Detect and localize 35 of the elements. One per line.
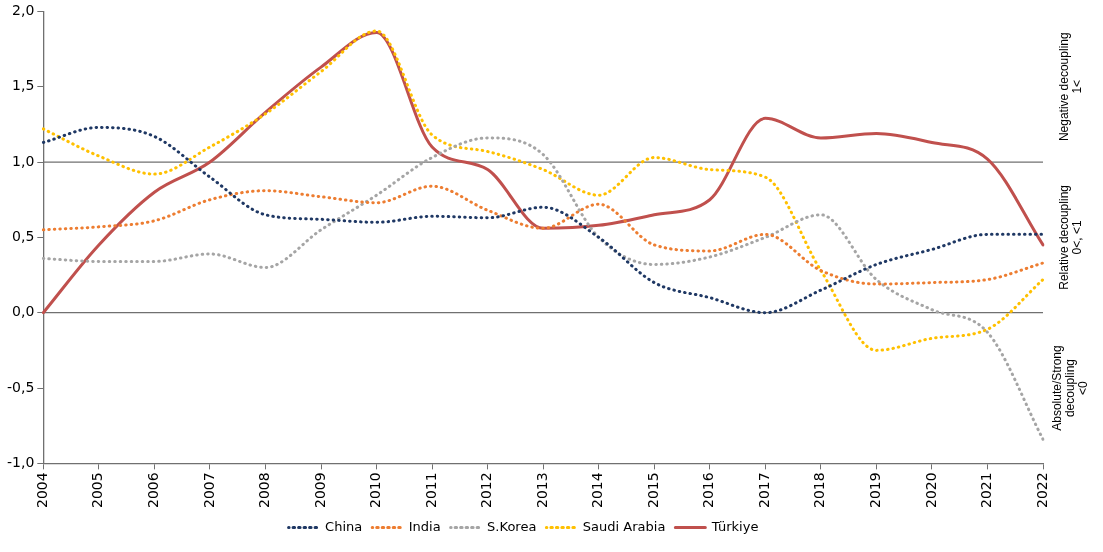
y-tick-label: -1,0 — [6, 454, 35, 471]
x-tick-label: 2004 — [33, 472, 50, 509]
x-tick-label: 2012 — [478, 472, 495, 509]
y-tick-label: -0,5 — [6, 378, 35, 395]
legend-label: China — [325, 518, 363, 534]
legend-label: Saudi Arabia — [582, 518, 666, 534]
x-tick-label: 2010 — [367, 472, 384, 509]
x-tick-label: 2006 — [145, 472, 162, 509]
legend-label: Türkiye — [710, 518, 759, 534]
y-tick-label: 1,0 — [12, 152, 35, 169]
x-tick-label: 2020 — [922, 472, 939, 509]
x-tick-label: 2013 — [533, 472, 550, 509]
x-tick-label: 2017 — [755, 472, 772, 509]
x-tick-label: 2019 — [867, 472, 884, 509]
x-tick-label: 2005 — [89, 472, 106, 509]
line-series — [41, 184, 1045, 286]
x-tick-label: 2009 — [311, 472, 328, 509]
text: Relative decoupling 0<, <1 — [1056, 185, 1084, 290]
x-tick-label: 2021 — [978, 472, 995, 509]
y-tick-label: 2,0 — [12, 2, 35, 19]
y-tick-label: 1,5 — [12, 77, 35, 94]
x-tick-label: 2022 — [1033, 472, 1050, 509]
text: Absolute/Strong decoupling <0 — [1050, 345, 1091, 431]
x-tick-label: 2011 — [422, 472, 439, 509]
legend-label: India — [408, 518, 441, 534]
text: Negative decoupling 1< — [1056, 32, 1084, 142]
x-tick-label: 2015 — [644, 472, 661, 509]
x-tick-label: 2007 — [200, 472, 217, 509]
legend-label: S.Korea — [487, 518, 537, 534]
y-tick-label: 0,5 — [12, 228, 35, 245]
x-tick-label: 2018 — [811, 472, 828, 509]
x-tick-label: 2008 — [256, 472, 273, 509]
x-tick-label: 2016 — [700, 472, 717, 509]
x-tick-label: 2014 — [589, 472, 606, 509]
y-tick-label: 0,0 — [12, 303, 35, 320]
